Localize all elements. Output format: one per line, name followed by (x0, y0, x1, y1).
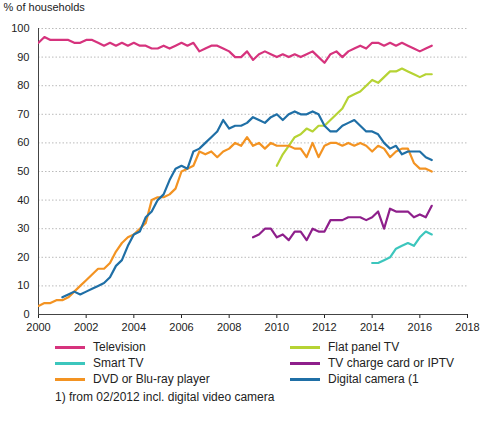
svg-text:2004: 2004 (122, 321, 146, 333)
svg-text:80: 80 (17, 79, 29, 91)
svg-text:% of households: % of households (4, 1, 86, 13)
svg-text:70: 70 (17, 108, 29, 120)
svg-text:10: 10 (17, 279, 29, 291)
html-text:TV charge card or IPTV: TV charge card or IPTV (328, 356, 454, 370)
svg-text:60: 60 (17, 136, 29, 148)
html-text:Smart TV: Smart TV (93, 356, 144, 370)
svg-text:2014: 2014 (360, 321, 384, 333)
html-text:Flat panel TV: Flat panel TV (328, 340, 400, 354)
svg-text:0: 0 (23, 308, 29, 320)
svg-text:2016: 2016 (408, 321, 432, 333)
svg-text:2018: 2018 (455, 321, 479, 333)
svg-text:2010: 2010 (265, 321, 289, 333)
html-text:Television: Television (93, 340, 146, 354)
svg-text:40: 40 (17, 194, 29, 206)
html-text:DVD or Blu-ray player: DVD or Blu-ray player (93, 372, 210, 386)
svg-text:90: 90 (17, 51, 29, 63)
svg-text:2002: 2002 (74, 321, 98, 333)
html-text:1) from 02/2012 incl. digital: 1) from 02/2012 incl. digital video came… (55, 390, 275, 404)
svg-text:100: 100 (11, 22, 29, 34)
svg-text:2000: 2000 (26, 321, 50, 333)
svg-text:50: 50 (17, 165, 29, 177)
svg-text:30: 30 (17, 222, 29, 234)
html-text:Digital camera (1: Digital camera (1 (328, 372, 419, 386)
svg-text:2006: 2006 (169, 321, 193, 333)
svg-text:20: 20 (17, 251, 29, 263)
svg-text:2008: 2008 (217, 321, 241, 333)
svg-text:2012: 2012 (312, 321, 336, 333)
